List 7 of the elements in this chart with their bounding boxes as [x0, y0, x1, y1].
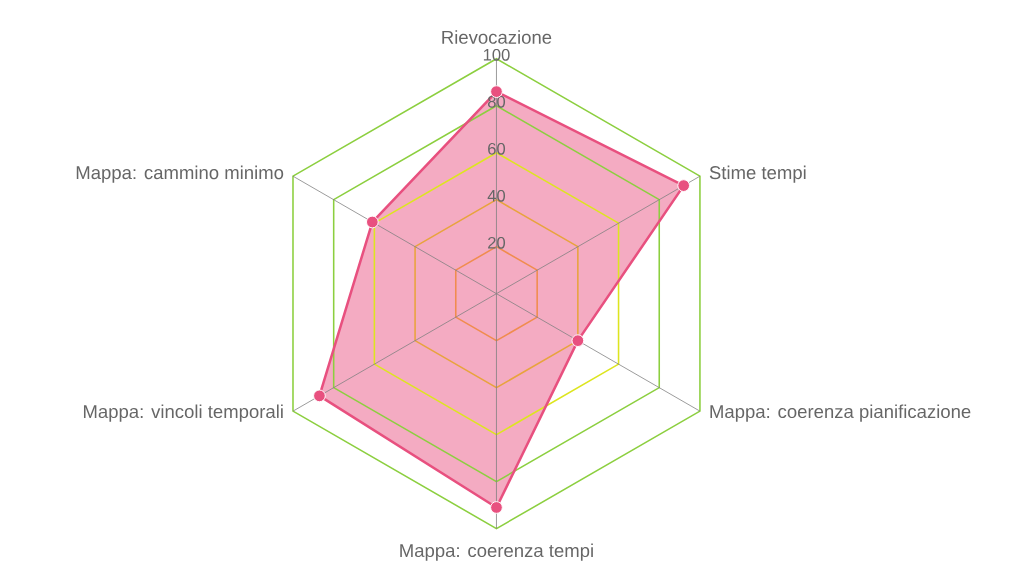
spoke-label: Mappa: vincoli temporali [83, 404, 283, 422]
spoke-label: Mappa: coerenza tempi [400, 543, 593, 561]
spoke-label: Stime tempi [709, 165, 806, 183]
spoke-label: Rievocazione [442, 30, 552, 44]
spoke-label: Mappa: coerenza pianificazione [710, 404, 971, 422]
y-tick-label: 100 [483, 49, 510, 61]
spoke-label: Mappa: cammino minimo [76, 165, 284, 183]
